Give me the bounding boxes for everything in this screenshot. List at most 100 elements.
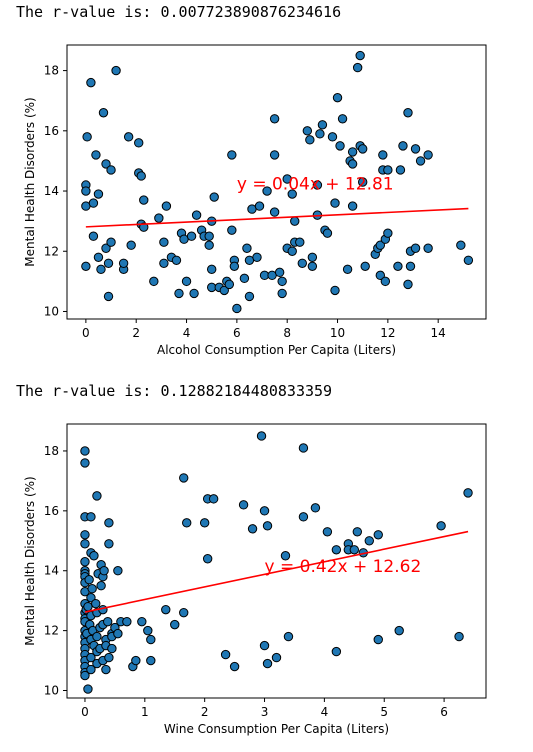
scatter-point <box>315 129 325 139</box>
scatter-point <box>364 536 374 546</box>
scatter-point <box>463 255 474 265</box>
x-tick-label: 14 <box>431 326 446 340</box>
scatter-point <box>227 150 237 160</box>
scatter-point <box>423 243 433 253</box>
scatter-point <box>375 240 386 250</box>
y-tick-label: 10 <box>44 304 59 318</box>
scatter-point <box>307 261 318 272</box>
scatter-point <box>332 92 343 103</box>
scatter-point <box>322 228 333 238</box>
x-tick-label: 5 <box>380 705 388 719</box>
scatter-point <box>295 237 305 247</box>
scatter-point <box>174 288 184 299</box>
x-tick-label: 4 <box>183 326 191 340</box>
scatter-point <box>383 228 393 238</box>
scatter-point <box>88 231 99 241</box>
plot-frame <box>66 44 487 320</box>
scatter-point <box>134 138 144 148</box>
r-value-number: 0.007723890876234616 <box>160 3 342 21</box>
scatter-point <box>159 237 169 247</box>
scatter-point <box>269 114 280 124</box>
scatter-point <box>208 494 219 504</box>
scatter-point <box>274 267 285 278</box>
scatter-point <box>161 201 172 211</box>
scatter-point <box>171 255 182 265</box>
x-tick-label: 2 <box>132 326 140 340</box>
scatter-point <box>378 150 388 160</box>
scatter-point <box>229 661 240 672</box>
scatter-point <box>131 655 141 666</box>
scatter-point <box>143 625 153 636</box>
scatter-point <box>454 631 464 642</box>
scatter-point <box>204 231 214 241</box>
y-axis-label: Mental Health Disorders (%) <box>23 97 37 266</box>
y-tick-label: 16 <box>44 124 59 138</box>
scatter-point <box>373 634 383 645</box>
scatter-point <box>283 631 294 642</box>
scatter-point <box>204 240 214 250</box>
scatter-point <box>209 192 219 202</box>
scatter-point <box>179 473 189 483</box>
scatter-point <box>86 652 96 663</box>
scatter-point <box>103 616 113 627</box>
scatter-point <box>80 530 90 540</box>
y-tick-label: 14 <box>44 564 59 578</box>
scatter-point <box>269 207 280 217</box>
scatter-point <box>330 198 340 208</box>
scatter-point <box>186 231 197 241</box>
scatter-point <box>305 135 315 145</box>
scatter-point <box>373 530 383 540</box>
scatter-point <box>92 631 102 642</box>
scatter-point <box>86 592 96 603</box>
scatter-point <box>136 171 146 181</box>
r-value-output-2: The r-value is: 0.12882184480833359 <box>16 382 332 400</box>
y-tick-label: 18 <box>44 444 59 458</box>
scatter-point <box>96 581 106 591</box>
scatter-point <box>410 243 421 253</box>
scatter-point <box>394 625 404 636</box>
scatter-point <box>393 261 403 272</box>
x-tick-label: 8 <box>283 326 291 340</box>
scatter-point <box>159 258 169 268</box>
x-tick-label: 12 <box>380 326 395 340</box>
scatter-point <box>395 165 406 175</box>
scatter-point <box>287 189 297 199</box>
scatter-point <box>91 150 101 160</box>
scatter-point <box>244 291 255 302</box>
scatter-point <box>403 108 413 118</box>
scatter-point <box>80 670 90 681</box>
scatter-point <box>277 276 287 287</box>
scatter-point <box>80 458 90 468</box>
scatter-point <box>347 159 358 169</box>
plot-frame <box>66 423 487 699</box>
scatter-point <box>327 132 338 142</box>
regression-equation: y = 0.42x + 12.62 <box>265 557 422 577</box>
x-axis-label: Alcohol Consumption Per Capita (Liters) <box>157 343 396 357</box>
scatter-point <box>463 488 473 498</box>
scatter-point <box>86 77 96 88</box>
scatter-point <box>297 258 307 268</box>
scatter-point <box>139 222 149 232</box>
scatter-point <box>179 607 189 618</box>
scatter-point <box>106 237 116 247</box>
scatter-point <box>126 240 136 250</box>
scatter-point <box>271 652 282 663</box>
y-tick-label: 12 <box>44 244 59 258</box>
scatter-point <box>456 240 466 250</box>
scatter-point <box>123 132 134 142</box>
scatter-point <box>254 201 265 211</box>
scatter-point <box>403 279 413 290</box>
y-tick-label: 14 <box>44 184 59 198</box>
scatter-point <box>104 518 114 528</box>
scatter-point <box>181 276 192 287</box>
scatter-point <box>96 264 106 275</box>
scatter-point <box>280 551 291 561</box>
scatter-point <box>302 126 313 136</box>
scatter-point <box>191 210 202 220</box>
scatter-point <box>206 264 217 275</box>
scatter-point <box>118 258 129 268</box>
scatter-point <box>335 141 345 151</box>
scatter-point <box>298 512 309 522</box>
scatter-point <box>410 144 421 154</box>
scatter-point <box>80 557 90 567</box>
